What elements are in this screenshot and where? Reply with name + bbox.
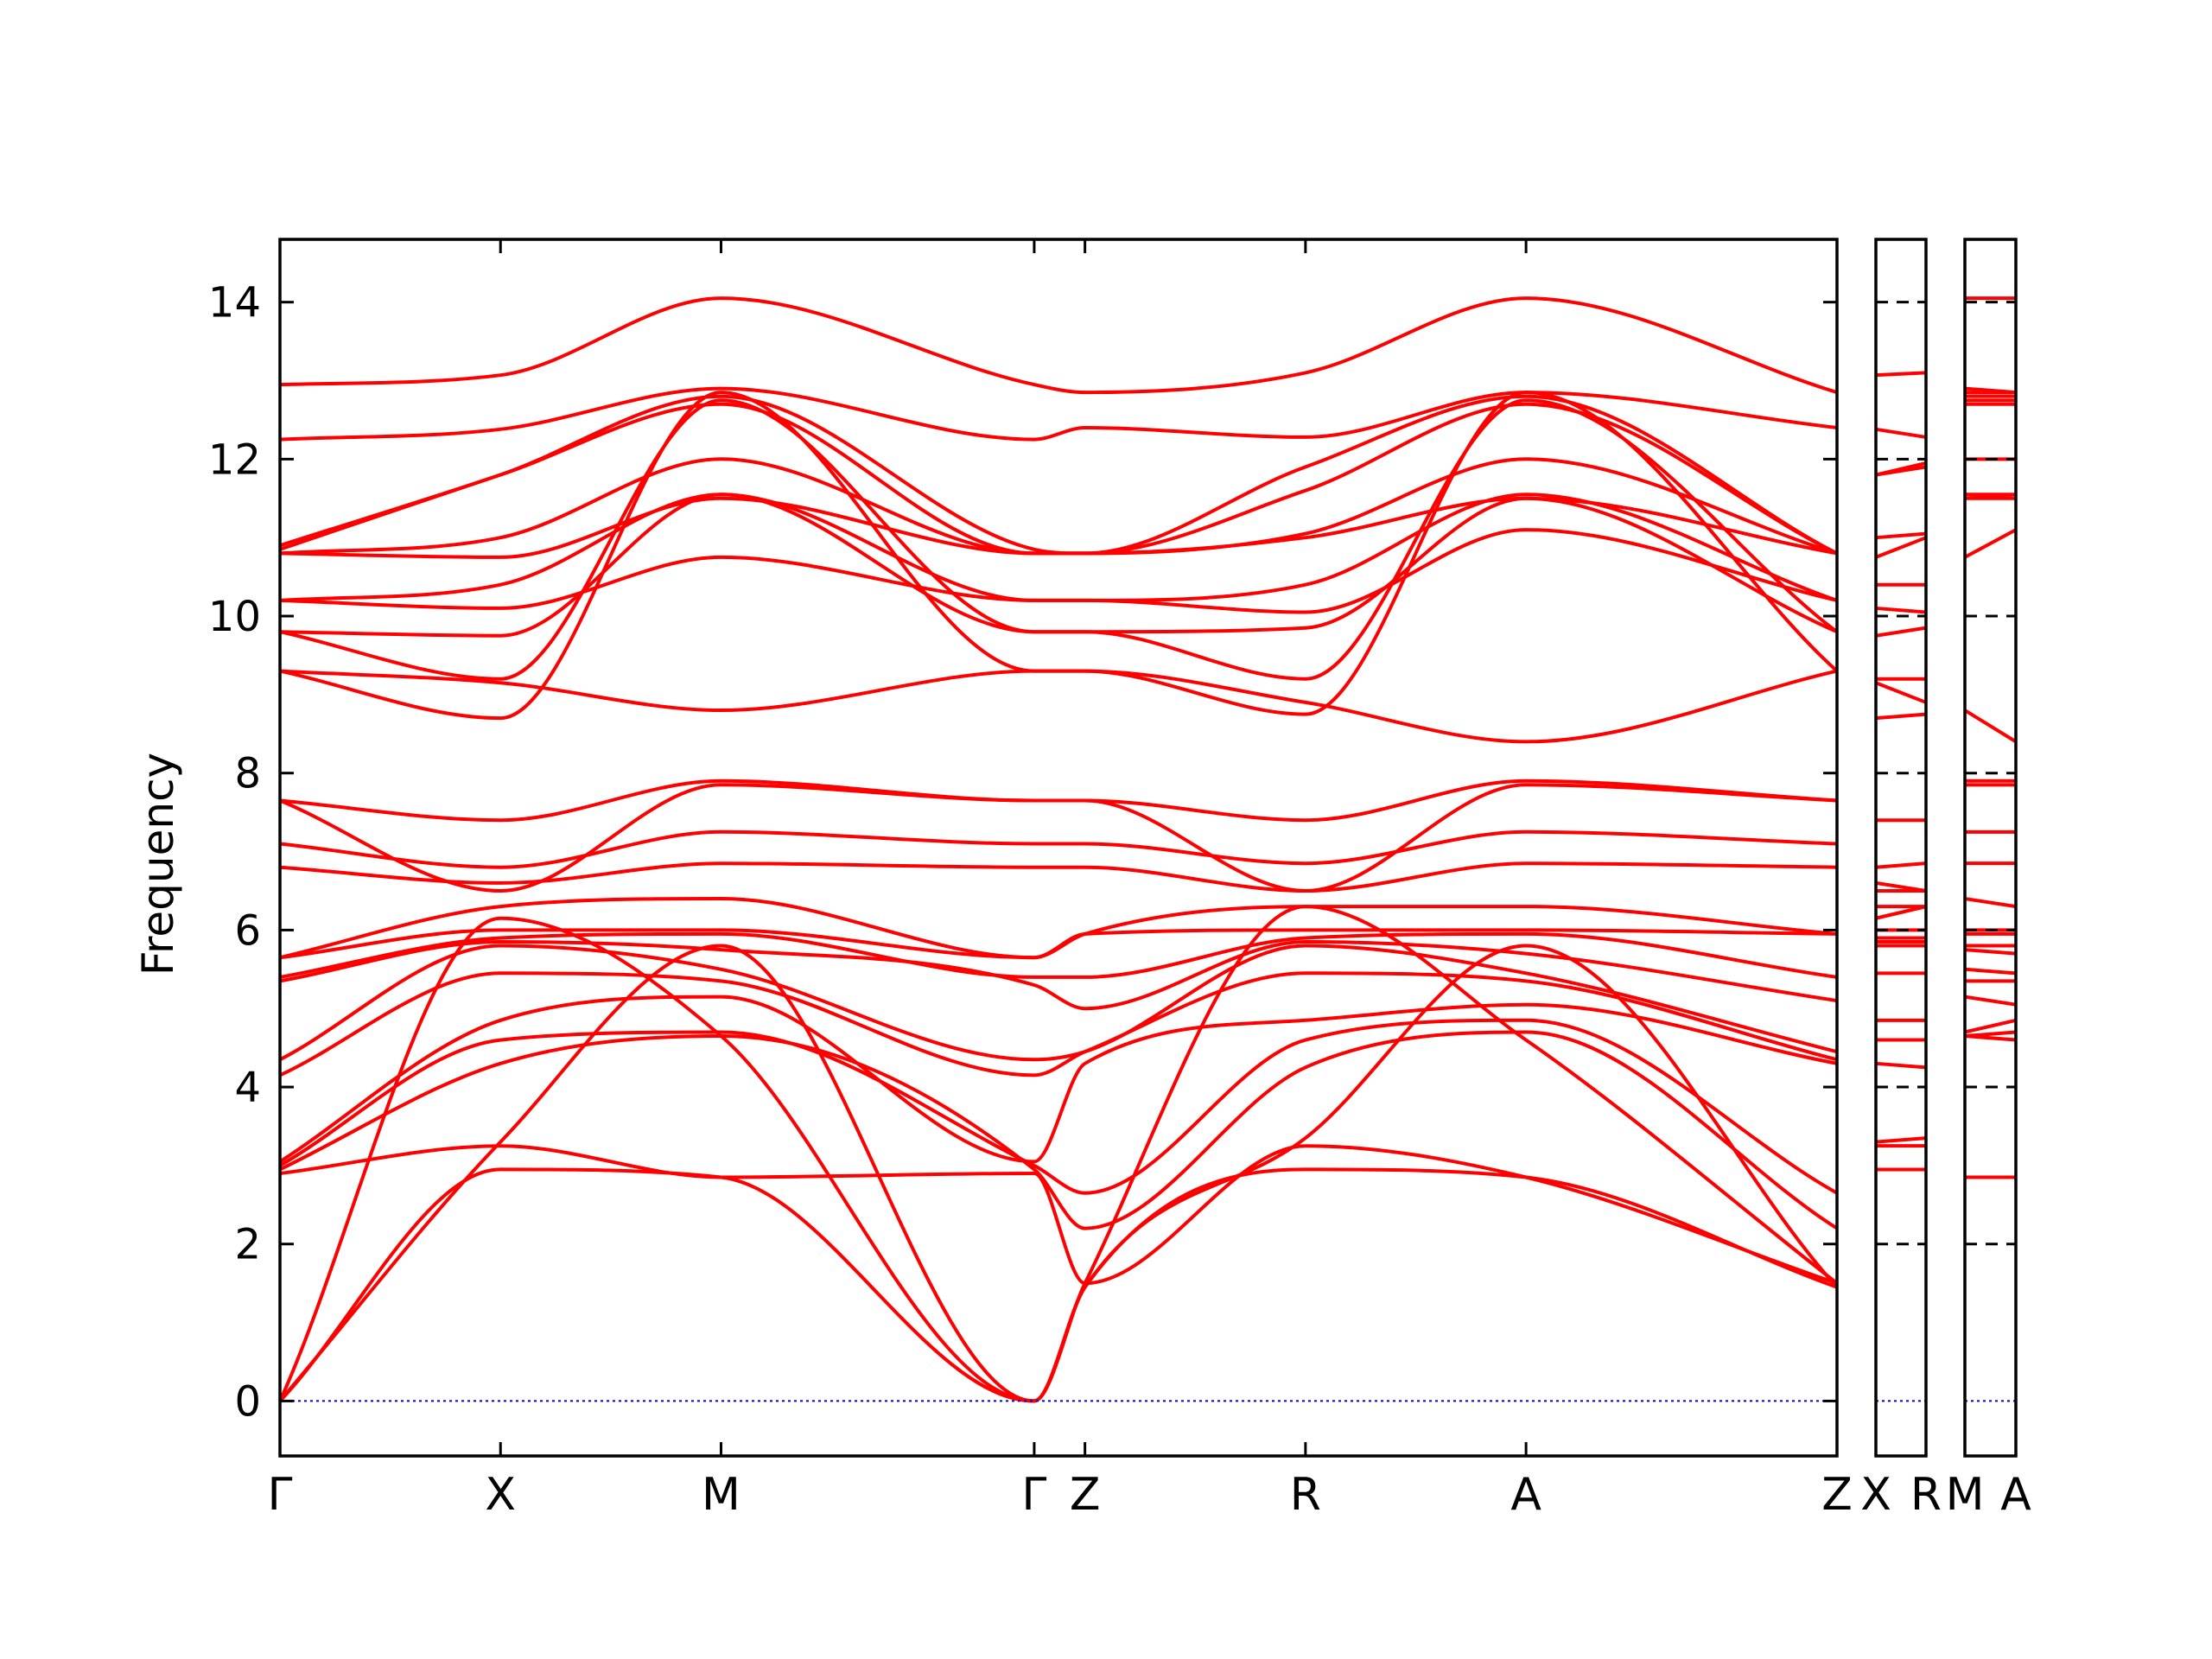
band-main-24 <box>279 1030 1839 1230</box>
band-ma-23 <box>1964 1018 2017 1034</box>
bands-layer <box>278 296 2018 1403</box>
high-symmetry-label: M <box>1946 1469 1985 1521</box>
band-main-8 <box>279 493 1838 638</box>
band-xr-28 <box>1875 905 1927 920</box>
band-main-11 <box>279 669 1838 744</box>
band-main-13 <box>279 783 1838 893</box>
band-main-21 <box>279 971 1838 1077</box>
band-xr-0 <box>1875 371 1927 378</box>
band-ma-7 <box>1964 528 2017 559</box>
high-symmetry-label: X <box>485 1469 516 1521</box>
band-xr-1 <box>1875 427 1927 439</box>
high-symmetry-label: Z <box>1070 1469 1101 1521</box>
high-symmetry-label: M <box>702 1469 741 1521</box>
band-ma-11 <box>1963 709 2018 744</box>
band-xr-14 <box>1875 861 1927 869</box>
band-main-27 <box>278 944 1839 1403</box>
ytick-label: 10 <box>208 593 261 641</box>
band-xr-8 <box>1875 626 1927 638</box>
high-symmetry-label: A <box>1510 1469 1541 1521</box>
ytick-label: 8 <box>234 750 261 798</box>
band-main-22 <box>278 995 1838 1164</box>
band-main-18 <box>279 931 1838 979</box>
band-ma-28 <box>1964 1034 2017 1042</box>
panel-frame-0 <box>278 238 1839 1458</box>
band-ma-20 <box>1964 967 2017 976</box>
ytick-label: 14 <box>208 279 261 327</box>
band-ma-19 <box>1964 948 2017 956</box>
ytick-label: 12 <box>208 435 261 484</box>
ytick-label: 0 <box>234 1377 261 1426</box>
band-main-7 <box>279 528 1838 614</box>
band-ma-16 <box>1964 897 2017 909</box>
band-main-0 <box>279 296 1838 395</box>
ytick-label: 4 <box>234 1064 261 1112</box>
ytick-label: 6 <box>234 906 261 955</box>
band-xr-3 <box>1875 461 1927 477</box>
band-xr-24 <box>1875 1061 1927 1070</box>
y-axis-label: Frequency <box>133 753 183 976</box>
band-xr-27 <box>1875 1136 1927 1144</box>
band-ma-8 <box>1964 493 2017 500</box>
axes-frame-layer <box>278 238 2018 1458</box>
band-main-23 <box>279 1018 1838 1195</box>
panel-frame-1 <box>1874 238 1928 1458</box>
band-main-28 <box>278 905 1839 1403</box>
band-main-25 <box>279 1144 1838 1286</box>
panel-frame-2 <box>1963 238 2018 1458</box>
band-xr-5 <box>1875 536 1927 559</box>
band-main-14 <box>279 830 1838 869</box>
high-symmetry-label: Z <box>1821 1469 1853 1521</box>
band-xr-11 <box>1875 681 1927 704</box>
band-main-6 <box>279 493 1838 602</box>
high-symmetry-label: Γ <box>1021 1469 1046 1521</box>
band-main-9 <box>279 398 1839 681</box>
high-symmetry-label: X <box>1860 1469 1891 1521</box>
band-xr-4 <box>1875 531 1927 540</box>
high-symmetry-label: Γ <box>268 1469 293 1521</box>
band-ma-22 <box>1964 995 2017 1007</box>
band-xr-7 <box>1875 606 1927 614</box>
high-symmetry-label: R <box>1290 1469 1321 1521</box>
band-xr-10 <box>1875 712 1927 721</box>
high-symmetry-label: R <box>1910 1469 1942 1521</box>
high-symmetry-label: A <box>2000 1469 2031 1521</box>
band-main-19 <box>279 940 1838 1011</box>
band-main-17 <box>279 928 1838 960</box>
band-xr-15 <box>1875 880 1927 893</box>
ticks-layer <box>280 239 2016 1456</box>
band-main-20 <box>279 944 1838 1062</box>
band-main-15 <box>279 861 1838 893</box>
ytick-label: 2 <box>234 1221 261 1269</box>
